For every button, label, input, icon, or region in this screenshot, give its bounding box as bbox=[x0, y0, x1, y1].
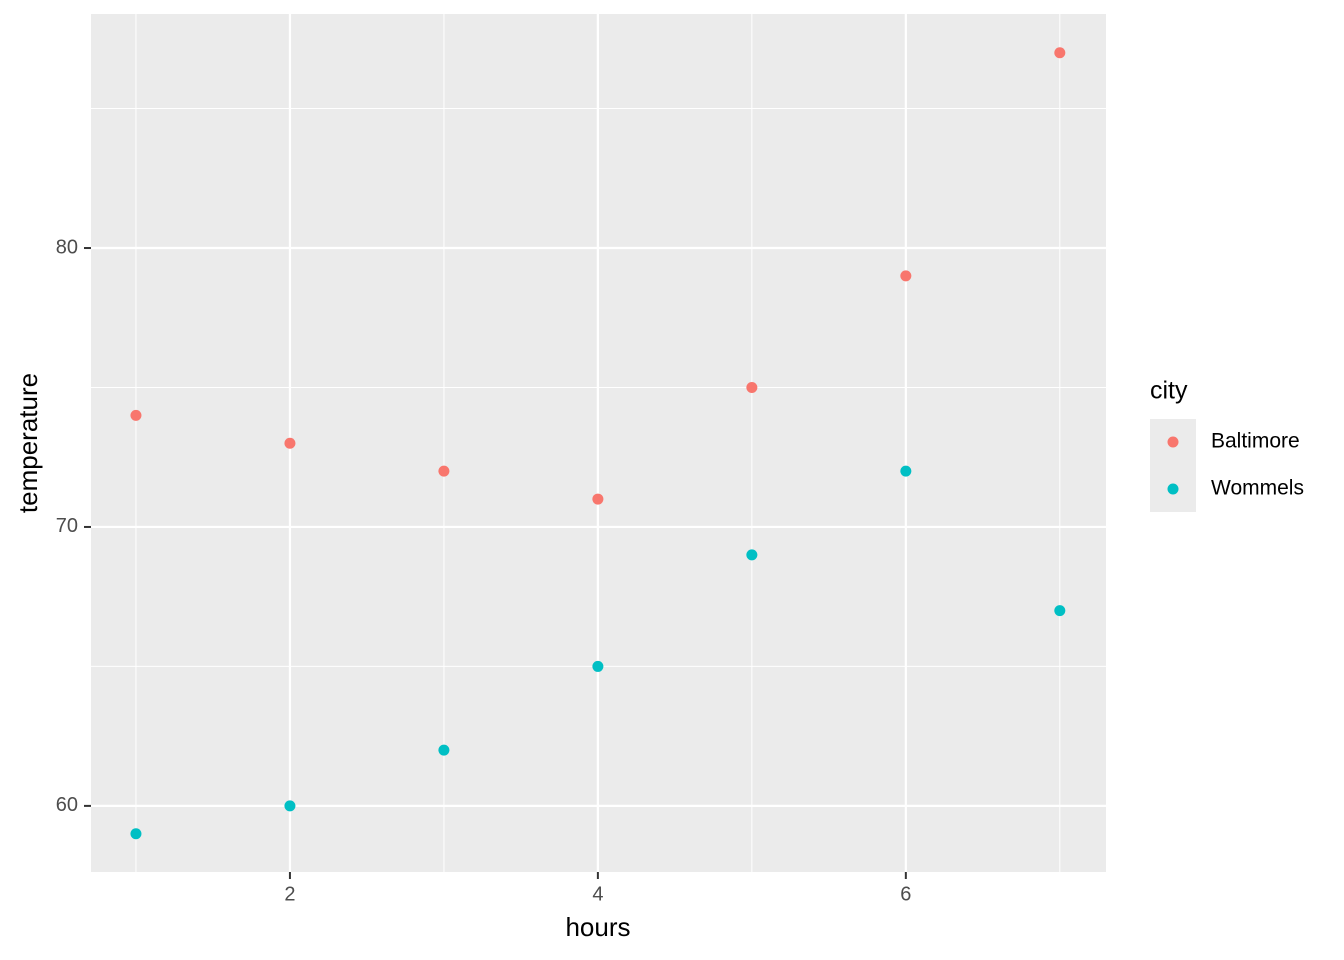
point bbox=[130, 828, 142, 840]
legend-label: Wommels bbox=[1211, 477, 1304, 500]
point bbox=[900, 270, 912, 282]
point bbox=[592, 660, 604, 672]
legend-key bbox=[1167, 483, 1179, 495]
point bbox=[746, 381, 758, 393]
point bbox=[1054, 605, 1066, 617]
point bbox=[438, 465, 450, 477]
x-tick-label: 2 bbox=[284, 883, 295, 905]
legend-title: city bbox=[1150, 377, 1188, 405]
point bbox=[284, 800, 296, 812]
point bbox=[438, 744, 450, 756]
point bbox=[284, 437, 296, 449]
y-tick-label: 80 bbox=[56, 236, 78, 258]
legend-key-box bbox=[1150, 419, 1196, 512]
x-axis-title: hours bbox=[565, 912, 630, 942]
point bbox=[1054, 47, 1066, 59]
x-tick-label: 4 bbox=[592, 883, 603, 905]
y-axis-title: temperature bbox=[13, 373, 43, 513]
point bbox=[130, 409, 142, 421]
legend-key bbox=[1167, 436, 1179, 448]
point bbox=[900, 465, 912, 477]
x-tick-label: 6 bbox=[900, 883, 911, 905]
point bbox=[592, 493, 604, 505]
point bbox=[746, 549, 758, 561]
y-tick-label: 60 bbox=[56, 794, 78, 816]
legend-label: Baltimore bbox=[1211, 430, 1300, 453]
y-tick-label: 70 bbox=[56, 515, 78, 537]
